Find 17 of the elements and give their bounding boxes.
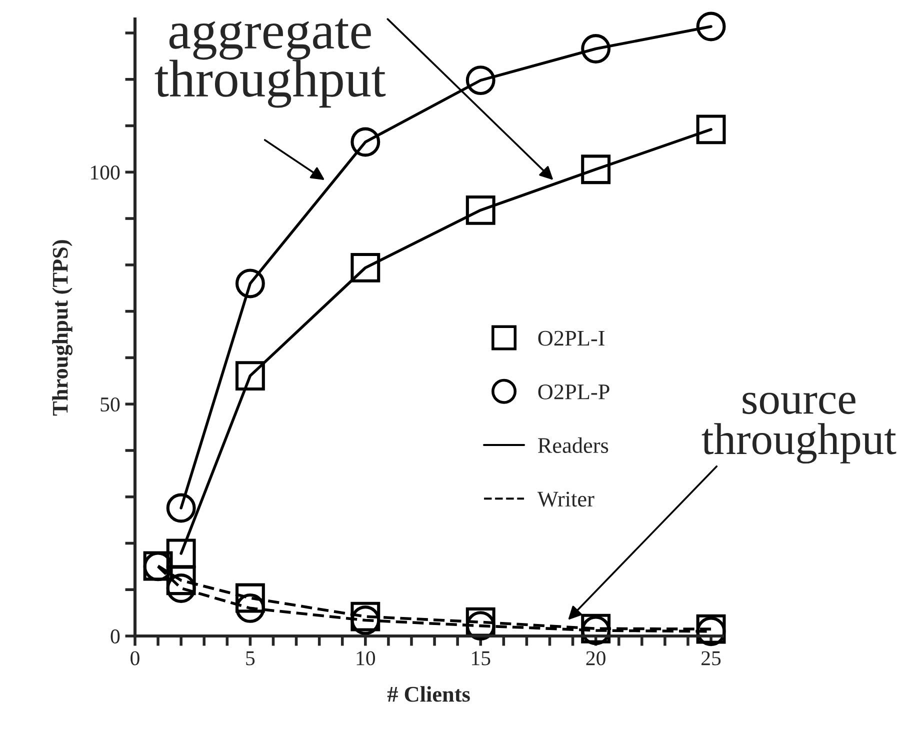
- legend-label: O2PL-I: [538, 330, 604, 346]
- annotation: source throughput: [702, 392, 896, 464]
- y-axis-title: Throughput (TPS): [52, 240, 72, 416]
- annotation: aggregate throughput: [154, 18, 386, 108]
- y-tick-label: 100: [91, 166, 120, 180]
- x-tick-label: 20: [586, 651, 606, 666]
- legend-label: O2PL-P: [538, 384, 610, 400]
- y-tick-label: 50: [100, 397, 120, 412]
- x-tick-label: 15: [472, 651, 490, 666]
- annotation: Readers: [538, 437, 608, 454]
- annotation: Writer: [537, 492, 594, 507]
- x-tick-label: 5: [246, 651, 255, 666]
- x-tick-label: 0: [130, 651, 140, 666]
- y-tick-label: 0: [110, 629, 120, 644]
- x-axis-title: # Clients: [387, 686, 470, 702]
- x-tick-label: 25: [702, 651, 721, 666]
- x-tick-label: 10: [356, 651, 376, 666]
